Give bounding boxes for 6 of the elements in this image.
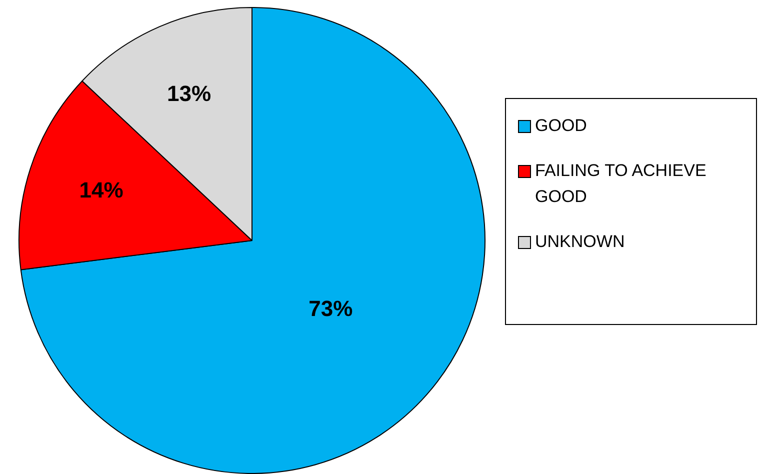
legend-label: UNKNOWN <box>535 231 625 253</box>
legend-label: FAILING TO ACHIEVE GOOD <box>535 160 708 208</box>
data-label: 13% <box>167 81 212 106</box>
legend-label: GOOD <box>535 115 587 137</box>
data-label: 73% <box>308 296 353 321</box>
data-label: 14% <box>79 178 124 203</box>
